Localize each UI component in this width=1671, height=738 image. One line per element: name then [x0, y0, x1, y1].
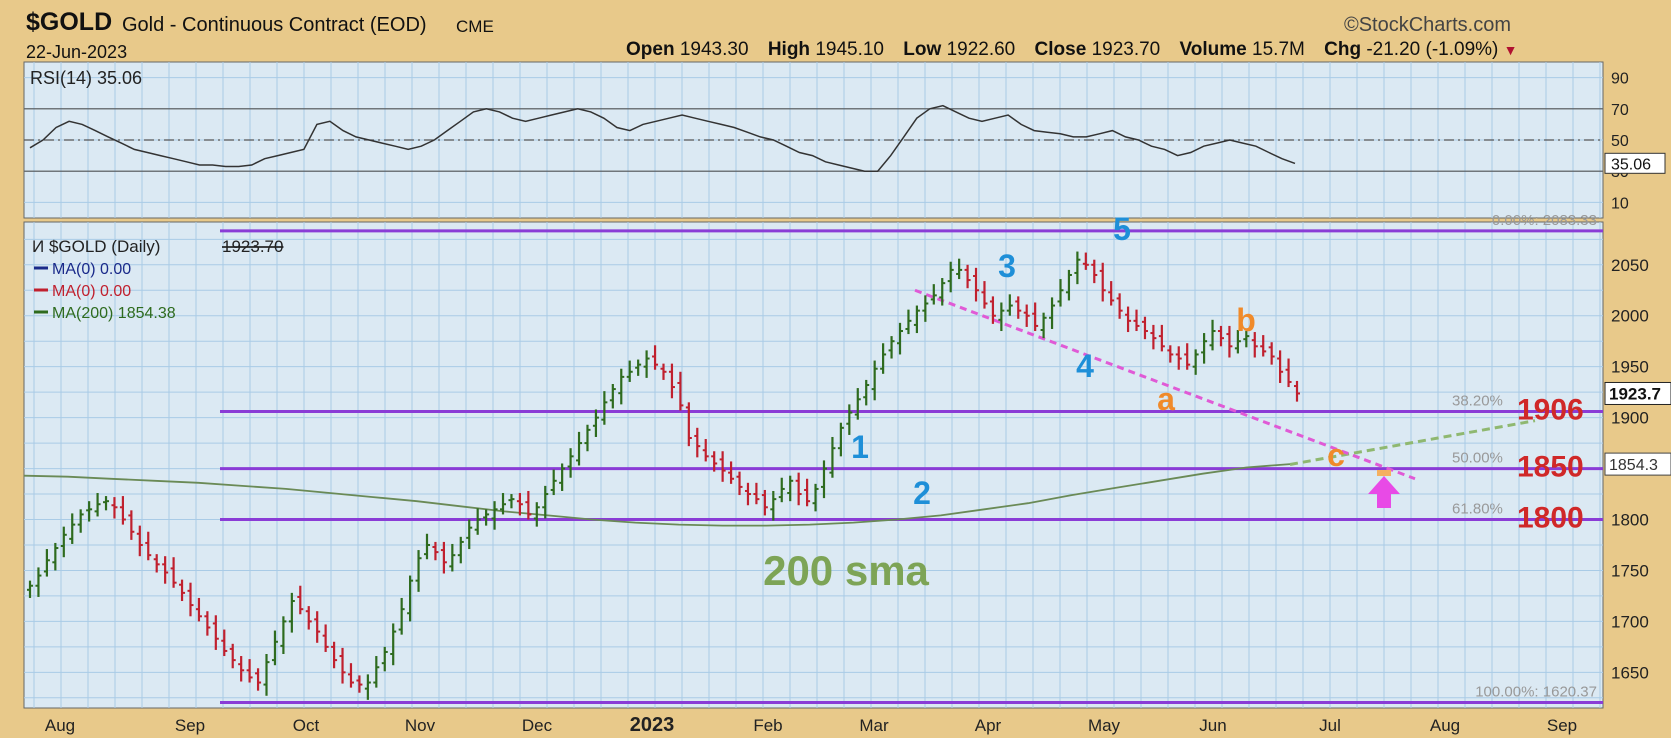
fib-label-382: 38.20% — [1452, 393, 1503, 410]
fib-label-50: 50.00% — [1452, 450, 1503, 467]
price-y-tick: 2000 — [1611, 307, 1649, 326]
rsi-y-tick: 70 — [1611, 102, 1629, 119]
level-label-1800: 1800 — [1517, 502, 1584, 535]
rsi-line — [29, 104, 1296, 172]
x-axis-tick: 2023 — [630, 714, 675, 736]
x-axis-tick: Dec — [522, 716, 553, 735]
rsi-y-tick: 10 — [1611, 195, 1629, 212]
last-price-tag: 1923.7 — [1609, 384, 1661, 403]
price-legend-symbol: И $GOLD (Daily) — [32, 237, 160, 256]
x-axis-tick: Feb — [753, 716, 782, 735]
fib-label-100: 100.00%: 1620.37 — [1475, 684, 1597, 701]
ma-price-tag: 1854.3 — [1609, 457, 1658, 474]
x-axis-tick: Sep — [1547, 716, 1577, 735]
ma200-legend: MA(200) 1854.38 — [52, 305, 176, 322]
exchange-label: CME — [456, 17, 494, 36]
volume-value: 15.7M — [1252, 39, 1305, 60]
close-value: 1923.70 — [1091, 39, 1161, 60]
price-y-tick: 1900 — [1611, 409, 1649, 428]
up-arrow-icon — [1368, 476, 1400, 508]
high-value: 1945.10 — [815, 39, 884, 60]
price-y-tick: 1750 — [1611, 561, 1649, 580]
price-y-tick: 1700 — [1611, 612, 1649, 631]
low-label: Low — [903, 39, 942, 60]
low-value: 1922.60 — [946, 39, 1016, 60]
x-axis-tick: Jul — [1319, 716, 1341, 735]
ohlc-summary: Open 1943.30 High 1945.10 Low 1922.60 Cl… — [626, 39, 1518, 61]
wave-label-4: 4 — [1076, 348, 1094, 384]
x-axis-tick: Sep — [175, 716, 205, 735]
trendline — [914, 288, 1416, 481]
price-panel-bg — [23, 221, 1604, 709]
x-axis-tick: Nov — [405, 716, 436, 735]
down-triangle-icon: ▼ — [1503, 42, 1518, 58]
x-axis-tick: Apr — [975, 716, 1002, 735]
price-y-tick: 1800 — [1611, 511, 1649, 530]
rsi-y-tick: 50 — [1611, 133, 1629, 150]
change-label: Chg — [1324, 39, 1362, 60]
price-y-tick: 2050 — [1611, 256, 1649, 275]
price-y-tick: 1650 — [1611, 663, 1649, 682]
instrument-name: Gold - Continuous Contract (EOD) — [122, 14, 427, 36]
x-axis-tick: May — [1088, 716, 1121, 735]
rsi-y-tick: 90 — [1611, 71, 1629, 88]
x-axis-tick: Aug — [45, 716, 75, 735]
x-axis-tick: Mar — [859, 716, 889, 735]
rsi-legend: RSI(14) 35.06 — [30, 68, 142, 88]
wave-label-b: b — [1236, 302, 1256, 338]
ma-price-tag-bg — [1604, 452, 1671, 476]
ma1-legend: MA(0) 0.00 — [52, 261, 131, 278]
sma-annotation: 200 sma — [763, 547, 929, 594]
rsi-last-tag: 35.06 — [1611, 156, 1651, 173]
wave-label-c: c — [1327, 437, 1345, 473]
ma200-projection — [1289, 419, 1536, 466]
open-value: 1943.30 — [679, 39, 749, 60]
symbol-title: $GOLD — [26, 8, 113, 36]
wave-label-5: 5 — [1113, 211, 1131, 247]
open-label: Open — [626, 39, 675, 60]
level-label-1850: 1850 — [1517, 451, 1584, 484]
last-price-tag-bg — [1604, 381, 1671, 405]
source-credit: ©StockCharts.com — [1343, 14, 1511, 36]
price-legend-value: 1923.70 — [222, 237, 283, 256]
level-label-1906: 1906 — [1517, 394, 1584, 427]
x-axis-tick: Oct — [293, 716, 320, 735]
x-axis-tick: Aug — [1430, 716, 1460, 735]
wave-label-a: a — [1157, 381, 1175, 417]
close-label: Close — [1034, 39, 1087, 60]
x-axis-tick: Jun — [1199, 716, 1226, 735]
price-y-tick: 1950 — [1611, 358, 1649, 377]
high-label: High — [767, 39, 811, 60]
wave-label-3: 3 — [998, 248, 1016, 284]
ma200-line — [23, 463, 1291, 527]
change-value: -21.20 (-1.09%) — [1366, 39, 1499, 60]
wave-label-2: 2 — [913, 475, 931, 511]
rsi-last-tag-bg — [1604, 152, 1666, 174]
ma2-legend: MA(0) 0.00 — [52, 283, 131, 300]
arrow-target-marker — [1377, 470, 1391, 476]
volume-label: Volume — [1179, 39, 1247, 60]
fib-label-0: 0.00%: 2083.33 — [1492, 212, 1597, 229]
chart-date: 22-Jun-2023 — [26, 42, 128, 62]
wave-label-1: 1 — [851, 429, 869, 465]
fib-label-618: 61.80% — [1452, 501, 1503, 518]
